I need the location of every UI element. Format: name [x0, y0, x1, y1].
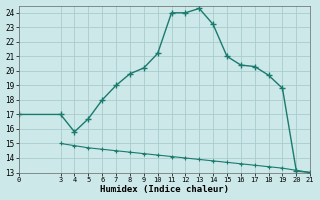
X-axis label: Humidex (Indice chaleur): Humidex (Indice chaleur): [100, 185, 229, 194]
